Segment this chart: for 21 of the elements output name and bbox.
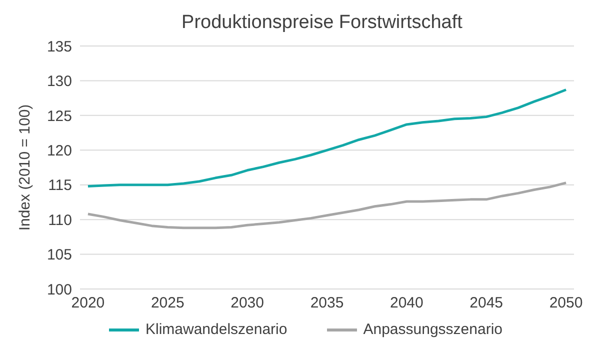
x-tick-label: 2025: [150, 294, 184, 312]
line-series: [86, 88, 568, 188]
y-tick-label: 100: [46, 281, 72, 298]
line-series: [86, 182, 568, 230]
y-tick-label: 110: [48, 212, 72, 229]
x-tick-label: 2045: [470, 294, 504, 312]
y-tick-label: 105: [46, 246, 72, 264]
y-tick-label: 125: [46, 108, 72, 125]
chart-title: Produktionspreise Forstwirtschaft: [180, 11, 464, 35]
y-axis-title: Index (2010 = 100): [16, 104, 34, 231]
legend-label: Klimawandelszenario: [144, 321, 288, 338]
y-tick-label: 130: [46, 73, 72, 90]
y-tick-label: 120: [46, 142, 72, 160]
y-tick-label: 115: [48, 177, 72, 194]
legend-label: Anpassungsszenario: [362, 321, 502, 338]
x-tick-label: 2040: [390, 294, 424, 312]
y-tick-label: 135: [46, 38, 72, 56]
x-tick-label: 2035: [310, 294, 344, 312]
x-tick-label: 2030: [230, 294, 264, 312]
x-tick-label: 2020: [71, 294, 105, 312]
x-tick-label: 2050: [549, 294, 583, 312]
